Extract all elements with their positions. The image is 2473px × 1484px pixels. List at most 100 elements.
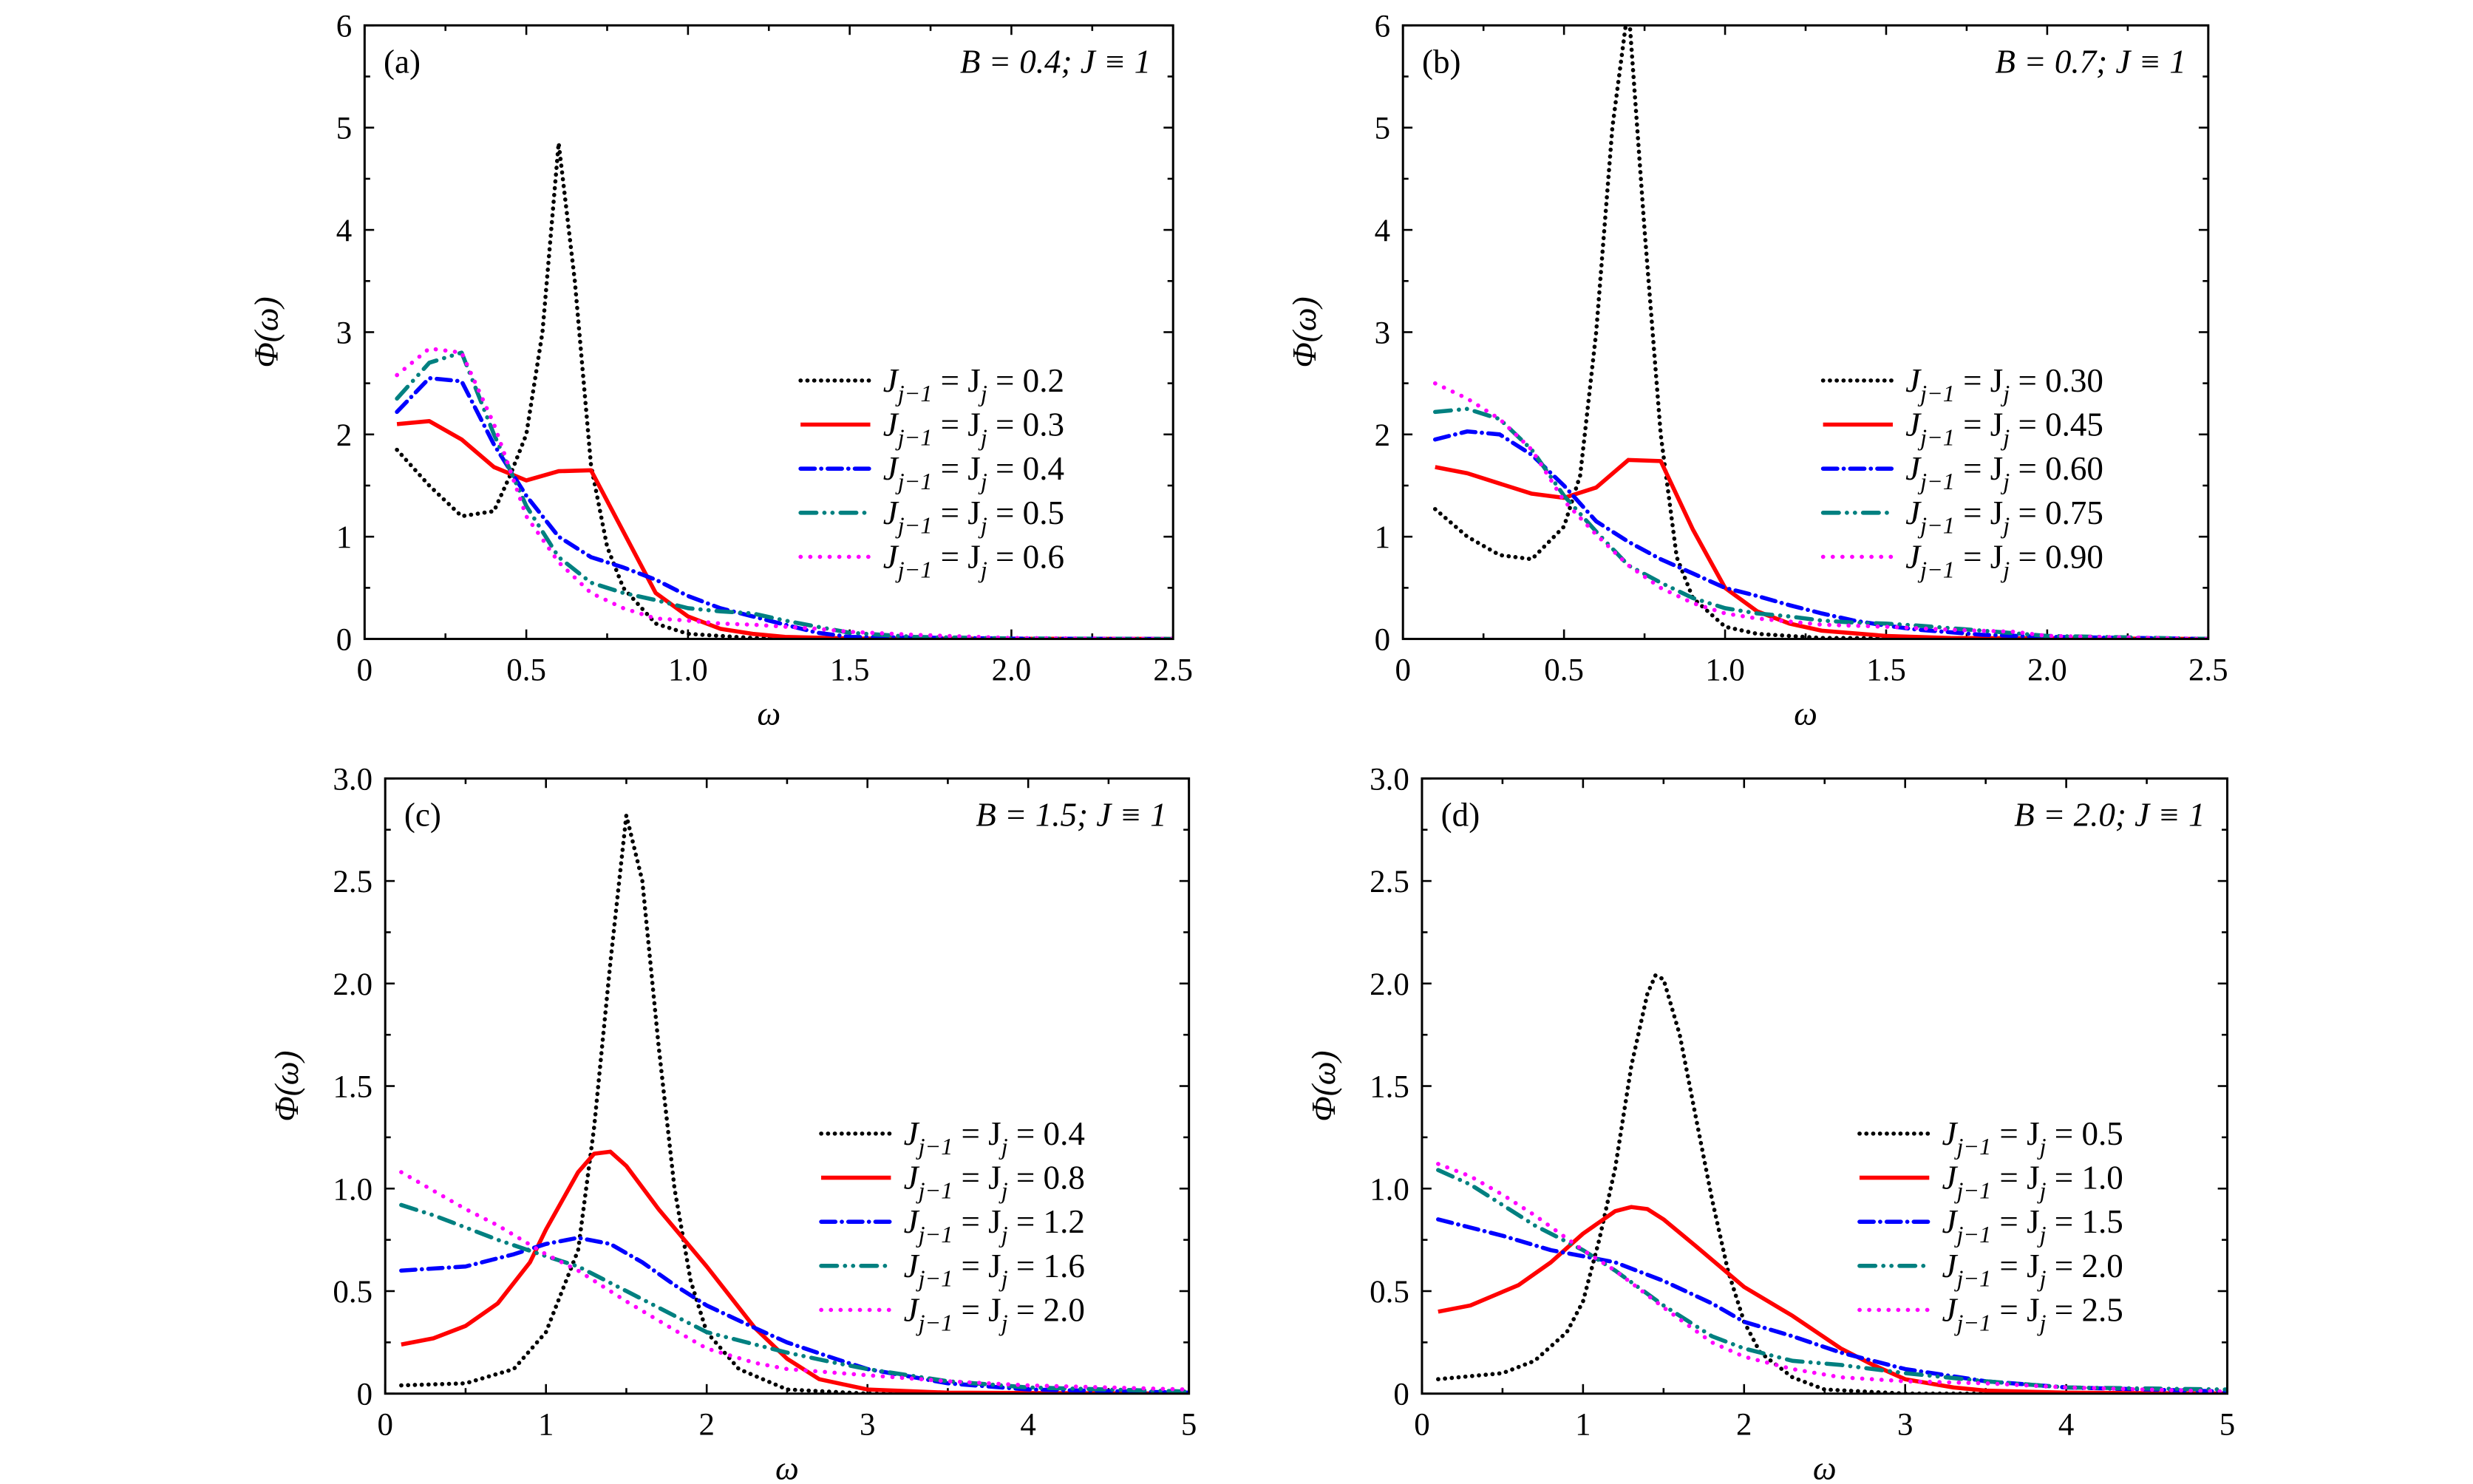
- series-line-1: [401, 1149, 1189, 1394]
- legend-label: Jj−1 = Jj = 0.30: [1905, 362, 2103, 406]
- y-tick-label: 2: [336, 418, 352, 453]
- x-tick-label: 1.5: [830, 653, 870, 687]
- x-axis-label: ω: [1794, 695, 1817, 732]
- series-line-0: [1436, 973, 2228, 1394]
- x-axis-label: ω: [775, 1450, 799, 1484]
- legend-label: Jj−1 = Jj = 0.3: [883, 406, 1064, 451]
- legend-item: Jj−1 = Jj = 0.45: [1823, 406, 2103, 450]
- x-tick-label: 1: [1575, 1407, 1591, 1442]
- y-tick-label: 2.5: [333, 865, 373, 899]
- x-tick-label: 4: [2058, 1407, 2074, 1442]
- y-tick-label: 0: [1375, 623, 1390, 658]
- x-tick-label: 0: [377, 1407, 392, 1442]
- y-axis-label: Φ(ω): [1286, 296, 1323, 367]
- x-axis-label: ω: [1813, 1450, 1837, 1484]
- x-tick-label: 0.5: [506, 653, 546, 687]
- legend-label: Jj−1 = Jj = 0.8: [904, 1160, 1085, 1204]
- x-tick-label: 4: [1020, 1407, 1035, 1442]
- legend-item: Jj−1 = Jj = 0.8: [821, 1160, 1085, 1204]
- y-tick-label: 1.0: [333, 1172, 373, 1207]
- plot-area: [1436, 973, 2228, 1394]
- x-tick-label: 0.5: [1544, 653, 1584, 687]
- y-tick-label: 1.5: [333, 1070, 373, 1105]
- y-tick-label: 0: [357, 1378, 373, 1412]
- legend-label: Jj−1 = Jj = 0.75: [1905, 494, 2103, 539]
- series-line-3: [399, 1202, 1189, 1394]
- legend-item: Jj−1 = Jj = 0.5: [798, 494, 1064, 539]
- x-tick-label: 2.0: [992, 653, 1032, 687]
- panel-c: 0 1 2 3 4 5 0 0.5 1.0 1.5 2.0 2.5 3.0 ω Φ(ω) (c) B = 1.5…: [268, 762, 1197, 1484]
- y-tick-label: 0.5: [1370, 1275, 1409, 1310]
- y-axis-label: Φ(ω): [248, 296, 285, 367]
- x-tick-label: 2.5: [1153, 653, 1193, 687]
- plot-frame: [1421, 777, 2229, 1395]
- legend-label: Jj−1 = Jj = 0.2: [883, 362, 1064, 406]
- plot-area: [399, 813, 1189, 1394]
- legend-item: Jj−1 = Jj = 0.75: [1820, 494, 2103, 539]
- legend-label: Jj−1 = Jj = 0.5: [1942, 1115, 2123, 1160]
- x-tick-label: 0: [1414, 1407, 1429, 1442]
- legend-item: Jj−1 = Jj = 0.2: [798, 362, 1064, 406]
- y-axis-label: Φ(ω): [268, 1050, 305, 1121]
- legend-label: Jj−1 = Jj = 1.6: [904, 1248, 1085, 1292]
- panel-d: 0 1 2 3 4 5 0 0.5 1.0 1.5 2.0 2.5 3.0 ω Φ(ω) (d) B = 2.0…: [1305, 762, 2235, 1484]
- series-line-4: [399, 1170, 1189, 1392]
- legend-label: Jj−1 = Jj = 1.5: [1942, 1203, 2123, 1248]
- legend-label: Jj−1 = Jj = 0.6: [883, 538, 1064, 582]
- legend-label: Jj−1 = Jj = 0.60: [1905, 450, 2103, 494]
- legend-item: Jj−1 = Jj = 1.2: [819, 1203, 1085, 1248]
- series-line-1: [1435, 457, 2208, 639]
- legend-item: Jj−1 = Jj = 2.0: [819, 1291, 1085, 1335]
- plot-frame: [363, 24, 1174, 641]
- panel-annotation: B = 0.4; J ≡ 1: [960, 44, 1151, 81]
- series-line-2: [1436, 1217, 2228, 1394]
- x-tick-label: 1.5: [1866, 653, 1906, 687]
- panel-annotation: B = 2.0; J ≡ 1: [2014, 797, 2205, 834]
- legend: Jj−1 = Jj = 0.4Jj−1 = Jj = 0.8Jj−1 = Jj …: [819, 1115, 1085, 1335]
- x-tick-label: 0: [1395, 653, 1410, 687]
- x-tick-label: 2: [1736, 1407, 1752, 1442]
- x-tick-label: 3: [1897, 1407, 1913, 1442]
- x-tick-label: 5: [1181, 1407, 1197, 1442]
- panel-label: (c): [404, 797, 441, 834]
- x-tick-label: 5: [2219, 1407, 2235, 1442]
- y-tick-label: 3: [336, 316, 352, 350]
- legend-item: Jj−1 = Jj = 2.5: [1857, 1291, 2123, 1335]
- x-tick-label: 1.0: [668, 653, 708, 687]
- panel-b: 0 0.5 1.0 1.5 2.0 2.5 0 1 2 3 4 5 6 ω Φ(ω) (b) B = 0.7; …: [1286, 9, 2228, 732]
- series-line-2: [395, 375, 1174, 639]
- y-tick-label: 2.0: [333, 967, 373, 1002]
- y-tick-label: 0.5: [333, 1275, 373, 1310]
- y-tick-label: 2.5: [1370, 865, 1409, 899]
- series-line-0: [395, 140, 1174, 639]
- y-tick-label: 3: [1375, 316, 1390, 350]
- y-tick-label: 1.5: [1370, 1070, 1409, 1105]
- series-line-2: [1432, 429, 2208, 639]
- y-tick-label: 5: [336, 112, 352, 146]
- x-tick-label: 1: [538, 1407, 554, 1442]
- y-tick-label: 5: [1375, 112, 1390, 146]
- y-tick-label: 6: [1375, 9, 1390, 44]
- x-tick-label: 2: [698, 1407, 714, 1442]
- legend-label: Jj−1 = Jj = 0.5: [883, 494, 1064, 539]
- series-line-0: [1432, 25, 2208, 639]
- legend-item: Jj−1 = Jj = 1.0: [1859, 1160, 2123, 1203]
- series-line-0: [399, 813, 1189, 1394]
- y-tick-label: 0: [1393, 1378, 1409, 1412]
- panel-label: (a): [384, 44, 421, 81]
- x-tick-label: 2.0: [2027, 653, 2067, 687]
- series-line-1: [396, 419, 1174, 639]
- y-tick-label: 3.0: [333, 762, 373, 797]
- legend-item: Jj−1 = Jj = 2.0: [1857, 1248, 2123, 1292]
- y-tick-label: 4: [1375, 214, 1390, 248]
- plot-frame: [384, 777, 1191, 1395]
- y-tick-label: 1: [1375, 520, 1390, 555]
- y-tick-label: 0: [336, 623, 352, 658]
- panel-label: (d): [1441, 797, 1480, 834]
- y-axis-label: Φ(ω): [1305, 1050, 1342, 1121]
- legend-item: Jj−1 = Jj = 0.90: [1820, 538, 2103, 582]
- panel-annotation: B = 0.7; J ≡ 1: [1995, 44, 2185, 81]
- legend-label: Jj−1 = Jj = 0.4: [883, 450, 1064, 494]
